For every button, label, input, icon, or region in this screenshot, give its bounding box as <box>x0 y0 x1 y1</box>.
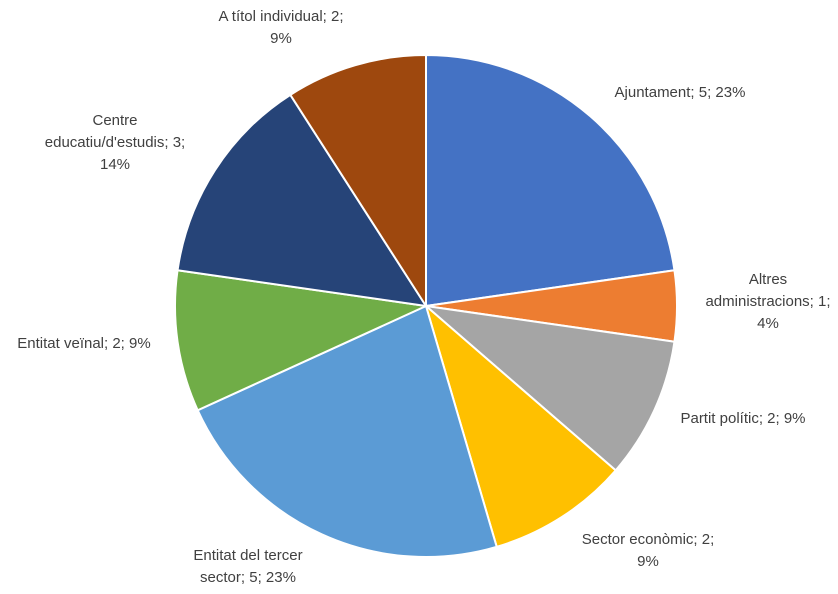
slice-label: A títol individual; 2; 9% <box>218 8 343 47</box>
slice-label-line: Sector econòmic; 2; <box>582 531 715 548</box>
slice-label-line: 14% <box>100 156 130 173</box>
slice-label: Partit polític; 2; 9% <box>680 410 805 427</box>
pie-slice-ajuntament <box>425 53 676 308</box>
pie-slice-entitat-ve-nal <box>174 269 430 412</box>
slice-label-line: administracions; 1; <box>705 293 830 310</box>
slice-label: Altres administracions; 1; 4% <box>705 271 830 332</box>
slice-label-line: A títol individual; 2; <box>218 8 343 25</box>
pie-slice-a-t-tol-individual <box>288 53 427 310</box>
slice-label-line: Partit polític; 2; 9% <box>680 410 805 427</box>
slice-label-line: Ajuntament; 5; 23% <box>615 84 746 101</box>
pie-slice-centre-educatiu-d-estudis <box>176 93 429 308</box>
slice-label-line: Altres <box>749 271 787 288</box>
slice-label-line: Entitat veïnal; 2; 9% <box>17 335 150 352</box>
slices-layer <box>174 53 679 558</box>
labels-layer: Ajuntament; 5; 23% Altres administracions;… <box>17 8 830 586</box>
slice-label: Entitat del tercer sector; 5; 23% <box>193 547 302 586</box>
slice-label-line: 9% <box>270 30 292 47</box>
slice-label-line: Centre <box>92 112 137 129</box>
pie-slice-entitat-del-tercer-sector <box>196 304 498 558</box>
slice-label: Ajuntament; 5; 23% <box>615 84 746 101</box>
pie-slice-partit-pol-tic <box>422 304 676 472</box>
slice-label-line: sector; 5; 23% <box>200 569 296 586</box>
slice-label-line: educatiu/d'estudis; 3; <box>45 134 185 151</box>
slice-label-line: Entitat del tercer <box>193 547 302 564</box>
pie-slice-sector-econ-mic <box>424 303 618 549</box>
slice-label: Entitat veïnal; 2; 9% <box>17 335 150 352</box>
slice-label-line: 4% <box>757 315 779 332</box>
slice-label: Centre educatiu/d'estudis; 3; 14% <box>45 112 185 173</box>
slice-label-line: 9% <box>637 553 659 570</box>
slice-label: Sector econòmic; 2; 9% <box>582 531 715 570</box>
